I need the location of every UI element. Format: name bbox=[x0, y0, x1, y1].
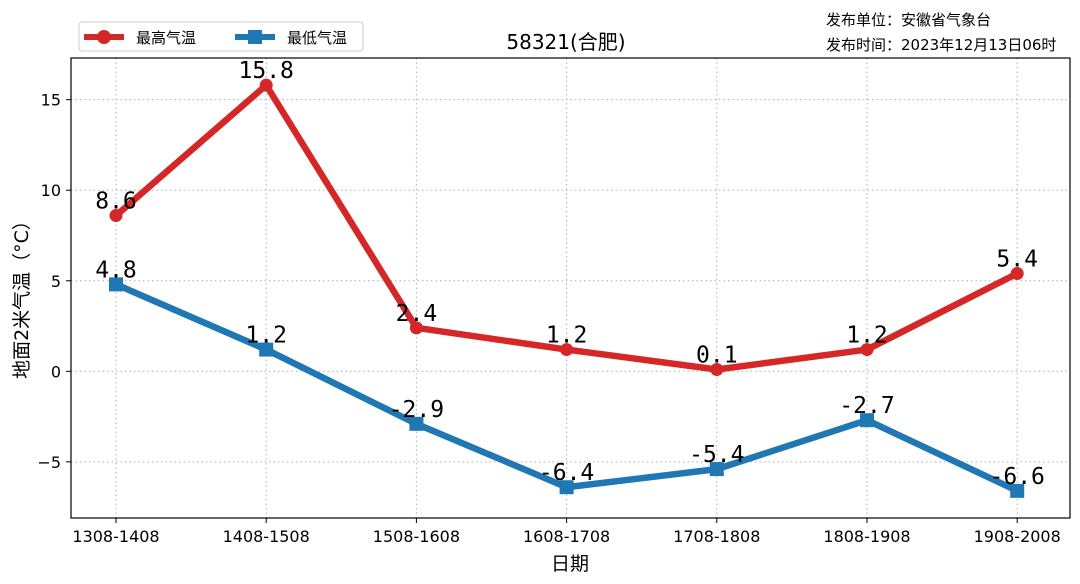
data-point-max bbox=[409, 321, 423, 335]
data-point-min bbox=[1010, 483, 1025, 498]
x-tick-label: 1408-1508 bbox=[223, 527, 310, 546]
x-tick-label: 1908-2008 bbox=[974, 527, 1061, 546]
data-labels: 8.6 15.8 2.4 1.2 0.1 1.2 5.4 4.8 1.2 -2.9 -6.4 -5.4… bbox=[95, 58, 1045, 490]
data-label-min: -5.4 bbox=[689, 442, 744, 468]
data-label-max: 0.1 bbox=[696, 342, 738, 368]
data-point-min bbox=[860, 413, 874, 428]
legend-min-label: 最低气温 bbox=[287, 29, 347, 47]
legend-frame bbox=[78, 21, 364, 52]
data-point-max bbox=[860, 343, 874, 357]
data-point-min bbox=[709, 462, 724, 477]
data-label-max: 8.6 bbox=[95, 189, 137, 215]
data-label-min: 4.8 bbox=[95, 257, 137, 283]
y-tick-label: 5 bbox=[51, 272, 61, 291]
data-label-min: -2.7 bbox=[839, 393, 894, 419]
legend-item-max: 最高气温 bbox=[84, 29, 196, 47]
data-label-max: 5.4 bbox=[996, 247, 1038, 273]
publisher-time: 发布时间：2023年12月13日06时 bbox=[826, 36, 1056, 54]
data-point-min bbox=[559, 480, 574, 495]
x-tick-label: 1308-1408 bbox=[72, 527, 159, 546]
data-point-max bbox=[109, 209, 123, 223]
data-point-min bbox=[259, 342, 274, 357]
data-point-min bbox=[409, 416, 424, 431]
legend-max-label: 最高气温 bbox=[136, 29, 196, 47]
legend-max-marker bbox=[97, 30, 111, 44]
data-label-max: 2.4 bbox=[396, 301, 438, 327]
data-point-max bbox=[560, 343, 574, 357]
x-tick-label: 1708-1808 bbox=[673, 527, 760, 546]
data-label-min: 1.2 bbox=[245, 323, 287, 349]
x-axis-label: 日期 bbox=[551, 553, 589, 575]
publisher-unit: 发布单位：安徽省气象台 bbox=[826, 11, 991, 29]
legend-item-min: 最低气温 bbox=[235, 29, 347, 47]
y-axis-label: 地面2米气温（°C） bbox=[11, 211, 33, 379]
x-tick-label: 1508-1608 bbox=[373, 527, 460, 546]
data-label-min: -6.6 bbox=[990, 464, 1045, 490]
grid-lines bbox=[71, 58, 1070, 518]
x-tick-label: 1608-1708 bbox=[523, 527, 610, 546]
legend-min-marker bbox=[248, 30, 262, 44]
axes: 1308-1408 1408-1508 1508-1608 1608-1708 1708… bbox=[37, 91, 1060, 546]
data-label-min: -6.4 bbox=[539, 460, 594, 486]
data-label-max: 1.2 bbox=[546, 323, 588, 349]
data-point-max bbox=[259, 78, 273, 92]
chart-title: 58321(合肥) bbox=[506, 30, 625, 54]
data-label-max: 1.2 bbox=[846, 323, 888, 349]
data-label-min: -2.9 bbox=[389, 397, 444, 423]
y-tick-label: −5 bbox=[37, 453, 61, 472]
plot-area-frame bbox=[70, 57, 1071, 519]
data-point-min bbox=[109, 277, 123, 292]
data-point-max bbox=[1010, 267, 1024, 281]
data-point-max bbox=[710, 362, 724, 376]
y-tick-label: 10 bbox=[41, 181, 61, 200]
legend: 最高气温 最低气温 bbox=[78, 21, 364, 52]
y-tick-label: 15 bbox=[41, 91, 61, 110]
series-layer bbox=[109, 78, 1025, 498]
data-label-max: 15.8 bbox=[239, 58, 294, 84]
y-tick-label: 0 bbox=[51, 362, 61, 381]
x-tick-label: 1808-1908 bbox=[823, 527, 910, 546]
